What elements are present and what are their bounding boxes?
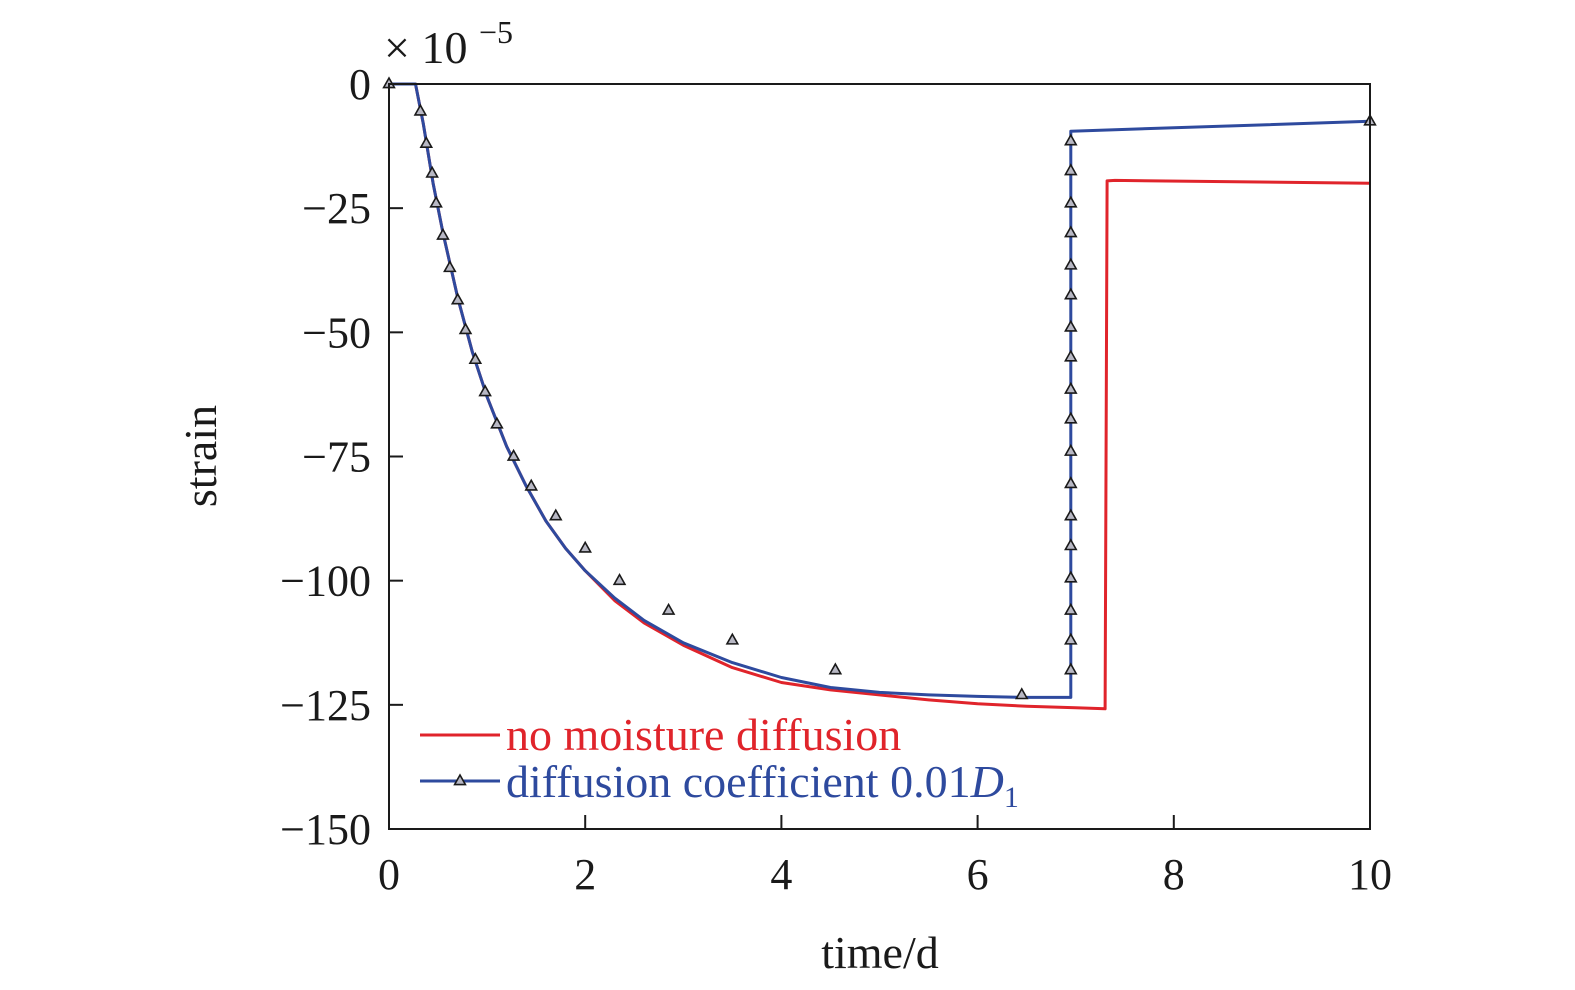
x-tick-label: 4 xyxy=(770,850,792,899)
plot-area xyxy=(382,76,1377,711)
series-no-moisture-diffusion-line xyxy=(389,82,1371,711)
y-tick-label: −25 xyxy=(302,184,371,233)
data-point-marker xyxy=(506,448,521,461)
data-point-marker xyxy=(524,478,539,491)
legend-label-subscript: 1 xyxy=(1004,781,1019,814)
data-point-marker xyxy=(1064,381,1078,394)
x-tick-label: 6 xyxy=(967,850,989,899)
data-point-marker xyxy=(1064,508,1078,521)
data-point-marker xyxy=(413,103,428,116)
data-point-marker xyxy=(478,384,492,397)
y-tick-label: −150 xyxy=(280,805,371,854)
series-diffusion-coefficient-line xyxy=(389,82,1371,699)
y-tick-label: −50 xyxy=(302,308,371,357)
y-tick-label: 0 xyxy=(349,60,371,109)
legend-label-diffusion-coefficient: diffusion coefficient 0.01D1 xyxy=(506,756,1019,814)
data-point-marker xyxy=(1064,411,1078,424)
y-tick-label: −125 xyxy=(280,681,371,730)
data-point-marker xyxy=(468,352,483,365)
legend-marker-triangle xyxy=(453,773,467,786)
data-point-marker xyxy=(1064,287,1078,300)
axes: 0 2 4 6 8 10 0 −25 −50 −75 −100 −125 −150 xyxy=(280,60,1392,899)
x-axis-label: time/d xyxy=(821,927,939,978)
data-point-marker xyxy=(725,632,740,645)
data-point-marker xyxy=(419,135,434,148)
data-point-marker xyxy=(1064,195,1078,208)
data-point-marker xyxy=(1064,163,1078,176)
data-point-marker xyxy=(1064,133,1078,146)
y-multiplier-exponent: −5 xyxy=(479,14,513,50)
legend-label-symbol: D xyxy=(970,756,1004,807)
data-point-marker xyxy=(612,573,627,586)
data-point-marker xyxy=(828,662,843,675)
data-point-marker xyxy=(450,292,465,305)
data-point-marker xyxy=(1064,257,1078,270)
data-point-marker xyxy=(1064,632,1078,645)
y-tick-label: −100 xyxy=(280,557,371,606)
data-point-marker xyxy=(1064,225,1078,238)
data-point-marker xyxy=(1064,538,1078,551)
data-point-marker xyxy=(1064,602,1078,615)
y-axis-multiplier: × 10 −5 xyxy=(384,14,513,73)
data-point-marker xyxy=(490,416,504,429)
data-point-marker xyxy=(549,508,563,521)
x-tick-label: 10 xyxy=(1348,850,1392,899)
data-point-marker xyxy=(1064,476,1078,489)
data-point-marker xyxy=(661,602,676,615)
x-tick-label: 8 xyxy=(1163,850,1185,899)
y-tick-label: −75 xyxy=(302,433,371,482)
data-point-marker xyxy=(458,322,473,335)
legend-label-no-moisture-diffusion: no moisture diffusion xyxy=(506,709,901,760)
y-axis-label: strain xyxy=(175,405,226,507)
data-point-marker xyxy=(1064,319,1078,332)
x-tick-label: 0 xyxy=(378,850,400,899)
data-point-marker xyxy=(1064,662,1078,675)
y-multiplier-base: × 10 xyxy=(384,22,467,73)
data-point-marker xyxy=(1014,687,1029,700)
data-point-marker xyxy=(425,165,439,178)
data-point-marker xyxy=(578,540,592,553)
data-point-marker xyxy=(436,227,450,240)
legend-label-prefix: diffusion coefficient 0.01 xyxy=(506,756,971,807)
data-point-marker xyxy=(429,195,443,208)
data-point-marker xyxy=(1064,570,1078,583)
data-point-marker xyxy=(1064,443,1078,456)
x-tick-label: 2 xyxy=(574,850,596,899)
data-point-marker xyxy=(1064,349,1078,362)
data-point-marker xyxy=(443,260,457,273)
